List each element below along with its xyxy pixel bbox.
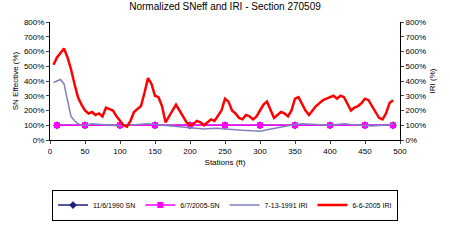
svg-text:0%: 0%	[33, 136, 45, 145]
svg-text:SN Effective (%): SN Effective (%)	[11, 51, 20, 110]
svg-text:350: 350	[288, 147, 302, 156]
svg-text:50: 50	[81, 147, 90, 156]
svg-text:200%: 200%	[24, 106, 44, 115]
svg-text:200: 200	[183, 147, 197, 156]
svg-text:6/7/2005-SN: 6/7/2005-SN	[180, 202, 219, 209]
svg-text:200%: 200%	[406, 106, 426, 115]
svg-text:300: 300	[253, 147, 267, 156]
svg-text:IRI (%): IRI (%)	[428, 68, 437, 93]
svg-text:150: 150	[148, 147, 162, 156]
svg-text:0%: 0%	[406, 136, 418, 145]
svg-text:100%: 100%	[24, 121, 44, 130]
svg-text:800%: 800%	[406, 18, 426, 27]
svg-text:400%: 400%	[406, 77, 426, 86]
svg-text:700%: 700%	[406, 33, 426, 42]
svg-text:Normalized SNeff and IRI - Sec: Normalized SNeff and IRI - Section 27050…	[129, 1, 321, 12]
svg-text:500%: 500%	[406, 62, 426, 71]
svg-text:Stations (ft): Stations (ft)	[205, 158, 246, 167]
svg-text:11/6/1990 SN: 11/6/1990 SN	[93, 202, 135, 209]
svg-text:600%: 600%	[24, 47, 44, 56]
svg-text:600%: 600%	[406, 47, 426, 56]
svg-text:400: 400	[323, 147, 337, 156]
svg-text:250: 250	[218, 147, 232, 156]
svg-text:300%: 300%	[24, 92, 44, 101]
svg-text:500: 500	[393, 147, 407, 156]
svg-text:7-13-1991 IRI: 7-13-1991 IRI	[265, 202, 308, 209]
svg-text:300%: 300%	[406, 92, 426, 101]
svg-text:100%: 100%	[406, 121, 426, 130]
svg-text:800%: 800%	[24, 18, 44, 27]
svg-text:6-6-2005 IRI: 6-6-2005 IRI	[352, 202, 391, 209]
svg-text:700%: 700%	[24, 33, 44, 42]
svg-text:100: 100	[113, 147, 127, 156]
svg-text:450: 450	[358, 147, 372, 156]
svg-text:500%: 500%	[24, 62, 44, 71]
svg-text:0: 0	[48, 147, 53, 156]
svg-text:400%: 400%	[24, 77, 44, 86]
